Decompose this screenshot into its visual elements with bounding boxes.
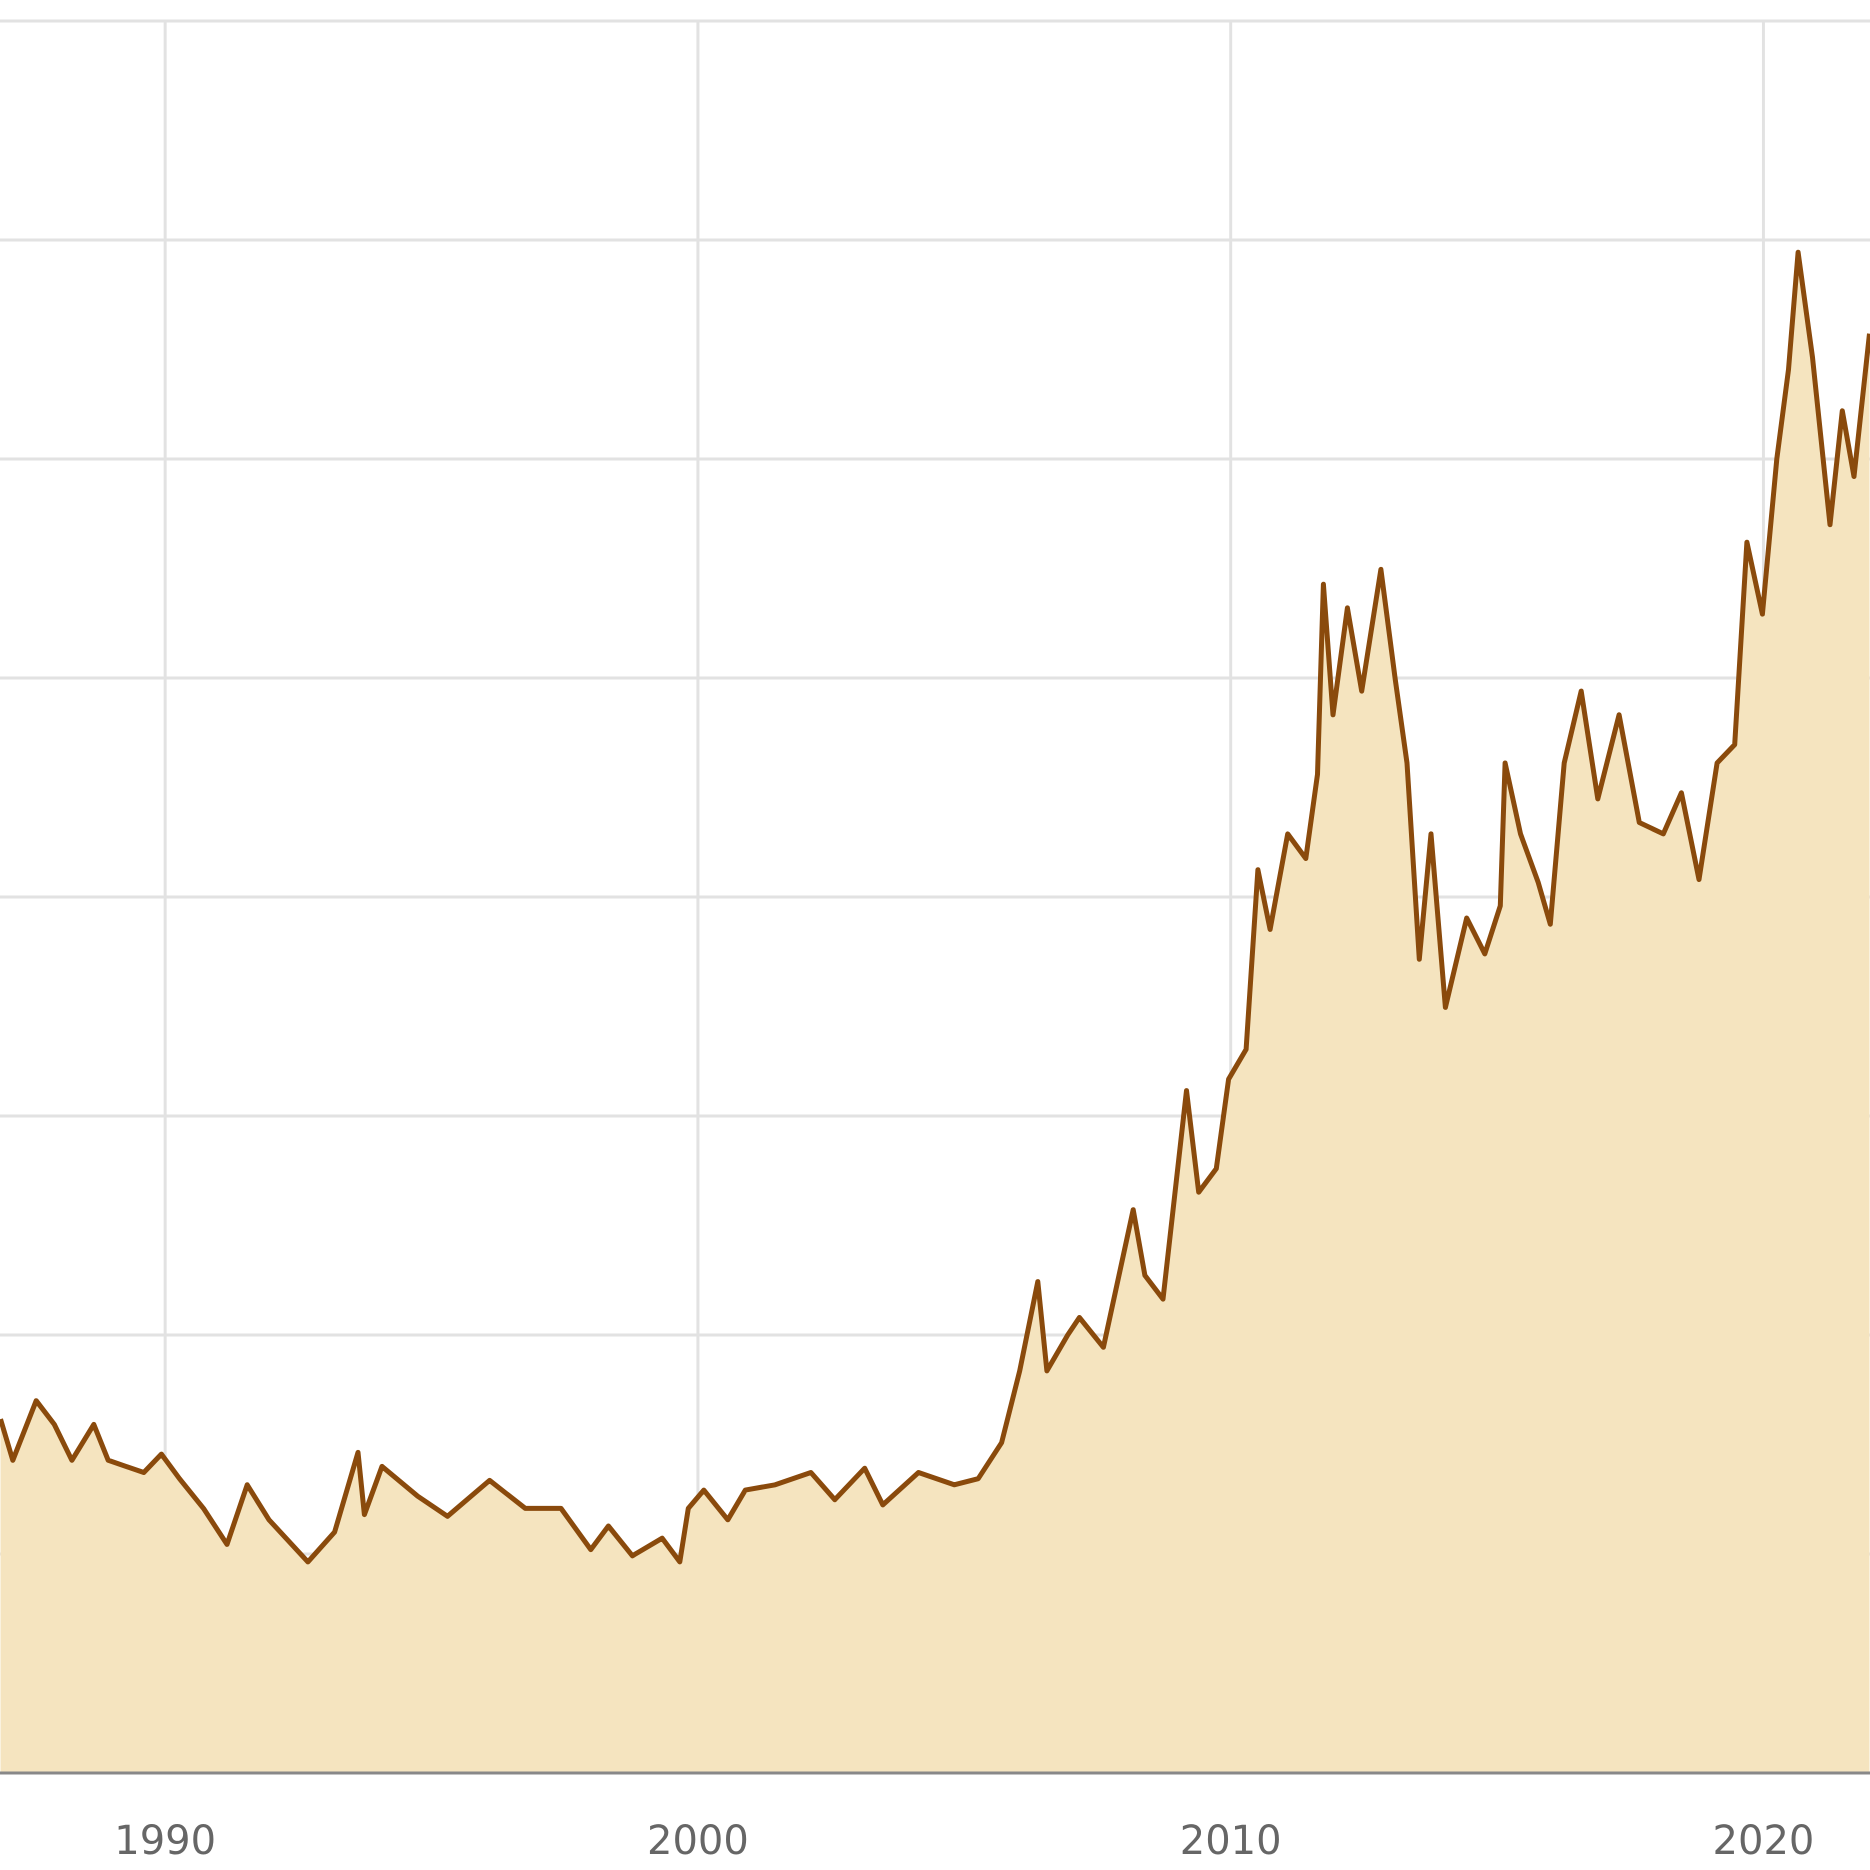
x-tick-label: 2000 — [647, 1818, 749, 1864]
x-tick-label: 2010 — [1180, 1818, 1282, 1864]
area-fill — [0, 252, 1870, 1773]
price-line — [0, 249, 1870, 1565]
x-tick-label: 1990 — [114, 1818, 216, 1864]
x-tick-label: 2020 — [1713, 1818, 1815, 1864]
